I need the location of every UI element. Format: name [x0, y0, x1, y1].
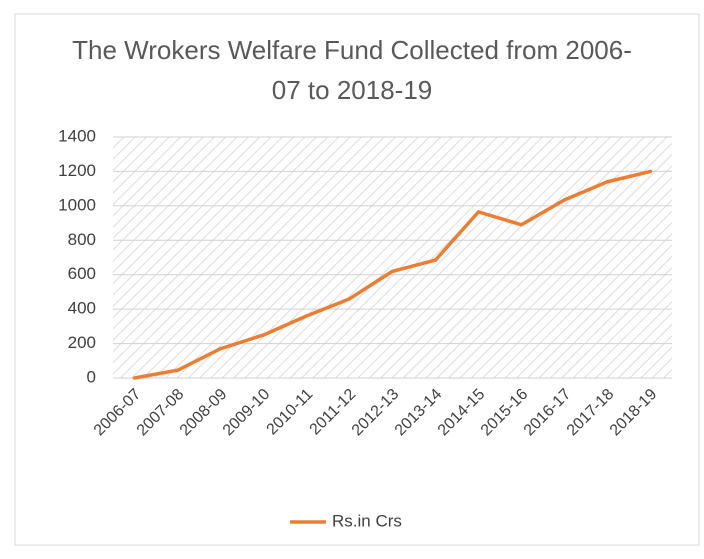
x-tick-label: 2009-10: [220, 386, 274, 440]
x-tick-label: 2007-08: [134, 386, 188, 440]
x-tick-label: 2014-15: [435, 386, 489, 440]
x-tick-label: 2015-16: [478, 386, 532, 440]
y-tick-label: 0: [87, 367, 96, 386]
y-tick-label: 600: [68, 264, 96, 283]
y-tick-label: 1200: [58, 161, 96, 180]
x-tick-label: 2013-14: [392, 386, 446, 440]
y-tick-label: 200: [68, 333, 96, 352]
x-tick-label: 2006-07: [91, 386, 145, 440]
chart-title: The Wrokers Welfare Fund Collected from …: [72, 35, 632, 105]
y-tick-label: 800: [68, 230, 96, 249]
chart-frame: [14, 13, 700, 546]
x-tick-label: 2010-11: [264, 386, 317, 439]
y-tick-label: 1000: [58, 195, 96, 214]
x-tick-label: 2016-17: [521, 386, 575, 440]
legend-label: Rs.in Crs: [332, 511, 402, 530]
x-tick-label: 2017-18: [564, 386, 618, 440]
x-tick-label: 2018-19: [607, 386, 661, 440]
y-tick-label: 400: [68, 299, 96, 318]
x-tick-label: 2008-09: [177, 386, 231, 440]
plot-area: [113, 137, 672, 378]
y-tick-label: 1400: [58, 126, 96, 145]
data-line: [132, 169, 653, 380]
x-tick-label: 2012-13: [349, 386, 403, 440]
